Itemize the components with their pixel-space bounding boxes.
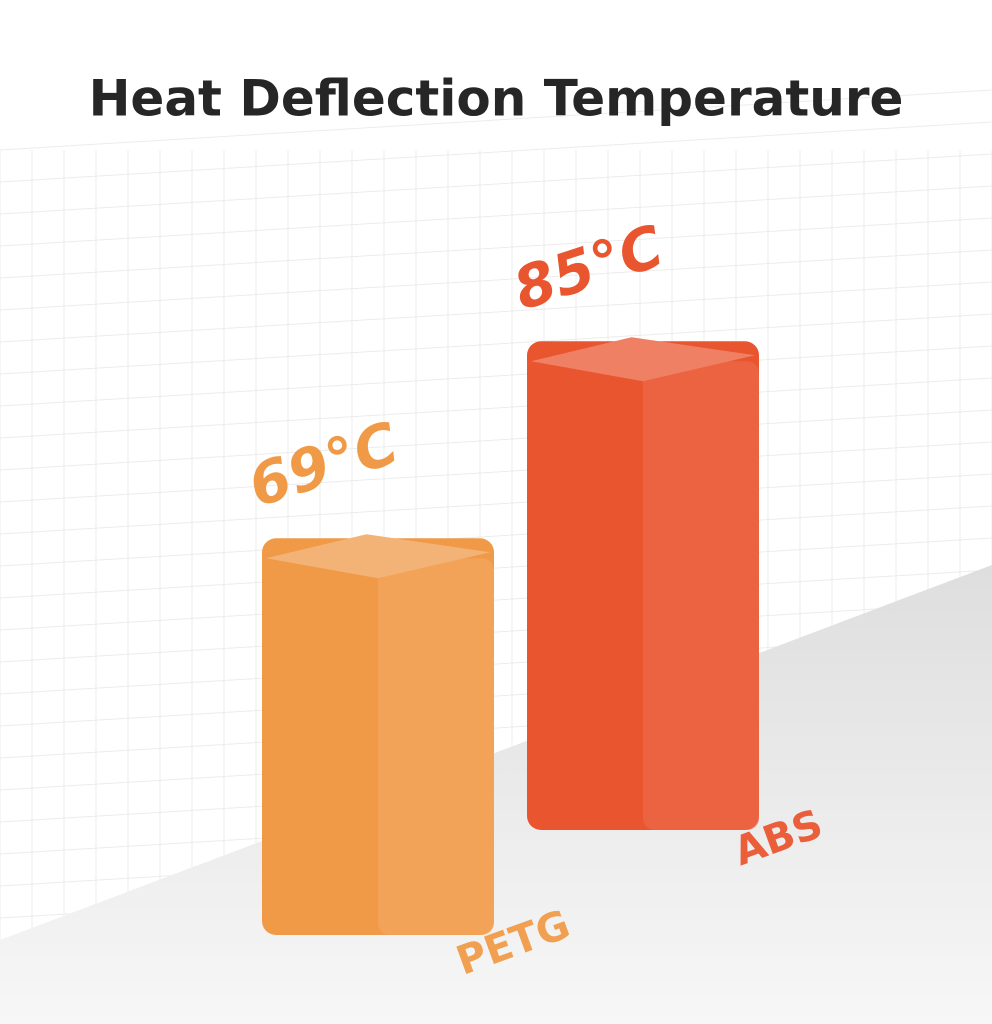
grid-line xyxy=(0,441,992,503)
grid-line xyxy=(0,185,992,247)
bar-side-shade xyxy=(643,361,759,830)
grid-line xyxy=(0,313,992,375)
grid-line xyxy=(0,217,992,279)
grid-line xyxy=(0,601,992,663)
grid-line xyxy=(0,281,992,343)
bar-side-shade xyxy=(378,558,494,935)
chart-title: Heat Deflection Temperature xyxy=(89,70,904,128)
bar-top xyxy=(266,534,490,579)
bar-top xyxy=(531,337,755,382)
grid-line xyxy=(0,473,992,535)
grid-line xyxy=(0,537,992,599)
grid-line xyxy=(0,409,992,471)
grid-line xyxy=(0,345,992,407)
grid-line xyxy=(0,89,992,151)
grid-line xyxy=(0,249,992,311)
grid-line xyxy=(0,569,992,631)
grid-line xyxy=(0,153,992,215)
grid-line xyxy=(0,377,992,439)
grid-line xyxy=(0,505,992,567)
grid-line xyxy=(0,121,992,183)
